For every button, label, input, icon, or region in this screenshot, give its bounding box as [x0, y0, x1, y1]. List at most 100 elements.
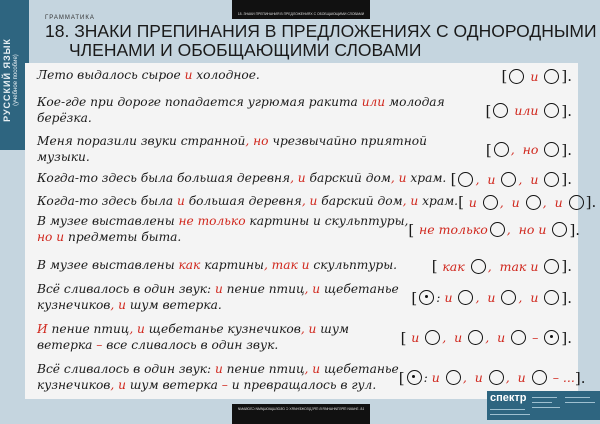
scheme-punctuation: ]. [585, 193, 597, 211]
homogeneous-member-circle-icon [511, 330, 527, 345]
sentence-text: храм. [418, 194, 459, 209]
scheme-punctuation: [ [501, 67, 508, 85]
highlighted-conjunction: , и [304, 362, 321, 376]
section-label: ГРАММАТИКА [45, 15, 95, 21]
homogeneous-member-circle-icon [482, 194, 498, 210]
scheme-conjunction: как [442, 258, 469, 274]
scheme-punctuation: ]. [561, 67, 572, 85]
homogeneous-member-circle-icon [488, 370, 504, 385]
sentence-text: чрезвычайно приятной [268, 134, 427, 148]
sentence-text: пение птиц [47, 322, 130, 336]
sentence-text: картины [200, 258, 264, 273]
example-sentence: Всё сливалось в один звук: и пение птиц,… [37, 362, 399, 393]
sentence-text: кузнечиков [37, 377, 111, 392]
scheme-punctuation: [ [431, 257, 443, 275]
sentence-scheme: [, и , и ]. [451, 170, 572, 188]
title-line-1: 18. ЗНАКИ ПРЕПИНАНИЯ В ПРЕДЛОЖЕНИЯХ С ОД… [45, 21, 597, 41]
highlighted-conjunction: , и [304, 282, 321, 296]
example-sentence: Кое-где при дороге попадается угрюмая ра… [37, 95, 445, 126]
homogeneous-member-circle-icon [531, 370, 547, 385]
scheme-conjunction: , и [442, 330, 467, 345]
sentence-text: щебетанье [320, 362, 399, 376]
scheme-conjunction: , и [485, 330, 510, 345]
scheme-punctuation: [ [408, 220, 419, 239]
sentence-scheme: [, но ]. [486, 141, 572, 159]
sentence-scheme: [ не только , но и ]. [408, 221, 580, 239]
highlighted-conjunction: не только [178, 214, 246, 228]
scheme-punctuation: ]. [561, 101, 572, 120]
highlighted-conjunction: и [184, 68, 193, 83]
scheme-conjunction: и [411, 330, 424, 345]
rule-row: В музее выставлены как картины, так и ск… [37, 257, 572, 275]
highlighted-conjunction: , и [390, 171, 407, 186]
highlighted-conjunction: и [177, 194, 185, 209]
highlighted-conjunction: , и [110, 297, 126, 312]
sentence-text: Всё сливалось в один звук: [37, 362, 215, 376]
sentence-text: молодая [385, 95, 445, 109]
bottom-label: 18. ЗНАКИ ПРЕПИНАНИЯ В ПРЕДЛОЖЕНИЯХ С ОБ… [232, 404, 370, 424]
scheme-conjunction: , и [518, 290, 543, 305]
sentence-text: картины и скульптуры, [245, 214, 409, 228]
sentence-text: предметы быта. [64, 229, 182, 244]
sentence-text: щебетанье кузнечиков [144, 322, 301, 336]
generalizing-word-circle-icon [406, 370, 422, 385]
scheme-conjunction: , но [510, 142, 543, 157]
highlighted-conjunction: и [214, 362, 223, 376]
rule-row: Меня поразили звуки странной, но чрезвыч… [37, 134, 572, 165]
sentence-scheme: [ и , и , и ]. [458, 193, 596, 211]
sentence-text: храм. [406, 171, 447, 186]
homogeneous-member-circle-icon [425, 330, 441, 345]
example-sentence: Когда-то здесь была и большая деревня, и… [37, 194, 458, 210]
homogeneous-member-circle-icon [493, 142, 509, 157]
sidebar-text: РУССКИЙ ЯЗЫК (учебное пособие) [2, 20, 20, 140]
rule-row: И пение птиц, и щебетанье кузнечиков, и … [37, 322, 572, 353]
rule-row: Кое-где при дороге попадается угрюмая ра… [37, 95, 572, 126]
sentence-text: В музее выставлены [37, 258, 179, 273]
sentence-text: шум ветерка. [125, 297, 222, 312]
scheme-conjunction: и [468, 194, 481, 210]
scheme-punctuation: ]. [561, 328, 572, 347]
highlighted-conjunction: , и [110, 377, 126, 392]
example-sentence: Меня поразили звуки странной, но чрезвыч… [37, 134, 427, 165]
homogeneous-member-circle-icon [525, 194, 541, 210]
scheme-punctuation: [ [485, 140, 492, 159]
rule-row: Когда-то здесь была и большая деревня, и… [37, 193, 596, 211]
sentence-scheme: [ и , и , и – ]. [401, 329, 572, 347]
rule-row: Лето выдалось сырое и холодное. [ и ]. [37, 67, 572, 85]
sentence-text: и превращалось в гул. [227, 377, 377, 392]
scheme-punctuation: [ [398, 368, 405, 387]
scheme-punctuation: [ [450, 170, 457, 188]
sentence-scheme: [: и , и , и ]. [411, 289, 572, 307]
scheme-conjunction: , так и [487, 258, 543, 274]
homogeneous-member-circle-icon [445, 370, 461, 385]
example-sentence: Когда-то здесь была большая деревня, и б… [37, 171, 446, 187]
highlighted-conjunction: , и [290, 171, 306, 186]
homogeneous-member-circle-icon [544, 258, 560, 274]
homogeneous-member-circle-icon [470, 258, 486, 274]
generalizing-word-circle-icon [544, 330, 560, 345]
highlighted-conjunction: , так и [263, 258, 310, 273]
subject-sidebar: РУССКИЙ ЯЗЫК (учебное пособие) [0, 0, 29, 150]
sentence-text: музыки. [37, 149, 90, 164]
highlighted-conjunction: но и [37, 229, 65, 244]
homogeneous-member-circle-icon [458, 290, 474, 305]
example-sentence: В музее выставлены как картины, так и ск… [37, 258, 397, 274]
scheme-conjunction: , и [542, 194, 567, 210]
sentence-text: ветерка [37, 337, 97, 352]
homogeneous-member-circle-icon [458, 171, 474, 187]
sentence-scheme: [ как , так и ]. [432, 257, 572, 275]
highlighted-conjunction: , и [129, 322, 145, 336]
brand-name: спектр [490, 392, 527, 404]
scheme-punctuation: ]. [569, 220, 581, 239]
scheme-conjunction: и [444, 290, 457, 305]
highlighted-conjunction: , и [301, 194, 318, 209]
scheme-punctuation: [ [485, 101, 492, 120]
sentence-text: пение птиц [222, 282, 305, 296]
generalizing-word-circle-icon [419, 290, 435, 305]
scheme-conjunction: , и [475, 171, 500, 187]
sentence-text: барский дом [305, 171, 391, 186]
title-line-2: ЧЛЕНАМИ И ОБОБЩАЮЩИМИ СЛОВАМИ [69, 40, 422, 60]
scheme-conjunction: и [431, 370, 444, 385]
sentence-text: берёзка. [37, 110, 92, 125]
example-sentence: Лето выдалось сырое и холодное. [37, 68, 260, 84]
